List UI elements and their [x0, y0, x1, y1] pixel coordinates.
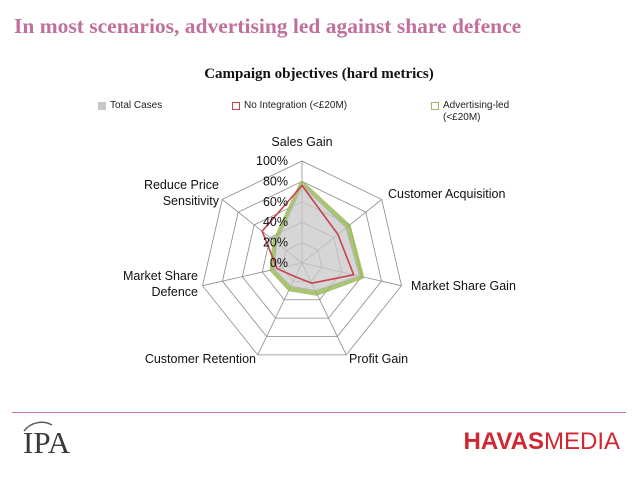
- tick-label-80: 80%: [263, 174, 288, 188]
- legend-label-total-cases: Total Cases: [110, 100, 163, 111]
- series-total-cases: [273, 183, 361, 291]
- axis-label-reduce-price-sensitivity-line-1: Reduce Price: [144, 178, 219, 192]
- chart-title: Campaign objectives (hard metrics): [204, 66, 434, 82]
- havas-logo-brand: HAVAS: [463, 428, 544, 455]
- axis-label-reduce-price-sensitivity-line-2: Sensitivity: [163, 194, 220, 208]
- tick-label-60: 60%: [263, 195, 288, 209]
- footer-divider: [12, 412, 626, 413]
- ipa-logo-text: IPA: [23, 425, 71, 460]
- legend-swatch-advertising-led: [431, 102, 439, 110]
- grid-ring-100: [202, 160, 402, 356]
- legend-item-advertising-led: Advertising-led (<£20M): [431, 100, 509, 124]
- legend-label-advertising-led-line-1: Advertising-led: [443, 100, 510, 111]
- havas-logo-suffix: MEDIA: [543, 428, 620, 455]
- tick-label-0: 0%: [270, 256, 288, 270]
- chart-legend: Total Cases No Integration (<£20M) Adver…: [0, 100, 638, 134]
- grid-ring-80: [222, 180, 382, 337]
- axis-label-profit-gain: Profit Gain: [349, 352, 408, 366]
- axis-label-profit-gain-line-1: Profit Gain: [349, 352, 408, 366]
- axis-label-market-share-gain-line-1: Market Share Gain: [411, 279, 516, 293]
- ipa-logo: IPA: [23, 421, 71, 460]
- axis-label-customer-retention-line-1: Customer Retention: [145, 352, 256, 366]
- axis-label-market-share-gain: Market Share Gain: [411, 279, 516, 293]
- legend-swatch-total-cases: [98, 102, 106, 110]
- havas-media-logo: HAVASMEDIA: [464, 428, 620, 456]
- axis-label-market-share-defence-line-1: Market Share: [123, 269, 198, 283]
- axis-label-reduce-price-sensitivity: Reduce Price Sensitivity: [144, 178, 220, 208]
- tick-label-20: 20%: [263, 236, 288, 250]
- legend-swatch-no-integration: [232, 102, 240, 110]
- axis-label-market-share-defence-line-2: Defence: [151, 285, 198, 299]
- legend-label-no-integration: No Integration (<£20M): [244, 100, 348, 111]
- tick-label-40: 40%: [263, 215, 288, 229]
- axis-label-sales-gain: Sales Gain: [271, 135, 332, 149]
- axis-label-market-share-defence: Market Share Defence: [123, 269, 198, 299]
- legend-label-advertising-led: Advertising-led (<£20M): [443, 100, 509, 124]
- legend-item-total-cases: Total Cases: [98, 100, 162, 112]
- axis-label-customer-acquisition-line-1: Customer Acquisition: [388, 187, 505, 201]
- tick-label-100: 100%: [256, 154, 288, 168]
- axis-label-customer-acquisition: Customer Acquisition: [388, 187, 505, 201]
- axis-label-customer-retention: Customer Retention: [145, 352, 256, 366]
- legend-label-advertising-led-line-2: (<£20M): [443, 112, 481, 123]
- axis-label-sales-gain-line-1: Sales Gain: [271, 135, 332, 149]
- series-no-integration: [261, 184, 355, 285]
- legend-item-no-integration: No Integration (<£20M): [232, 100, 347, 112]
- slide-headline: In most scenarios, advertising led again…: [14, 14, 522, 38]
- series-advertising-led: [269, 180, 365, 296]
